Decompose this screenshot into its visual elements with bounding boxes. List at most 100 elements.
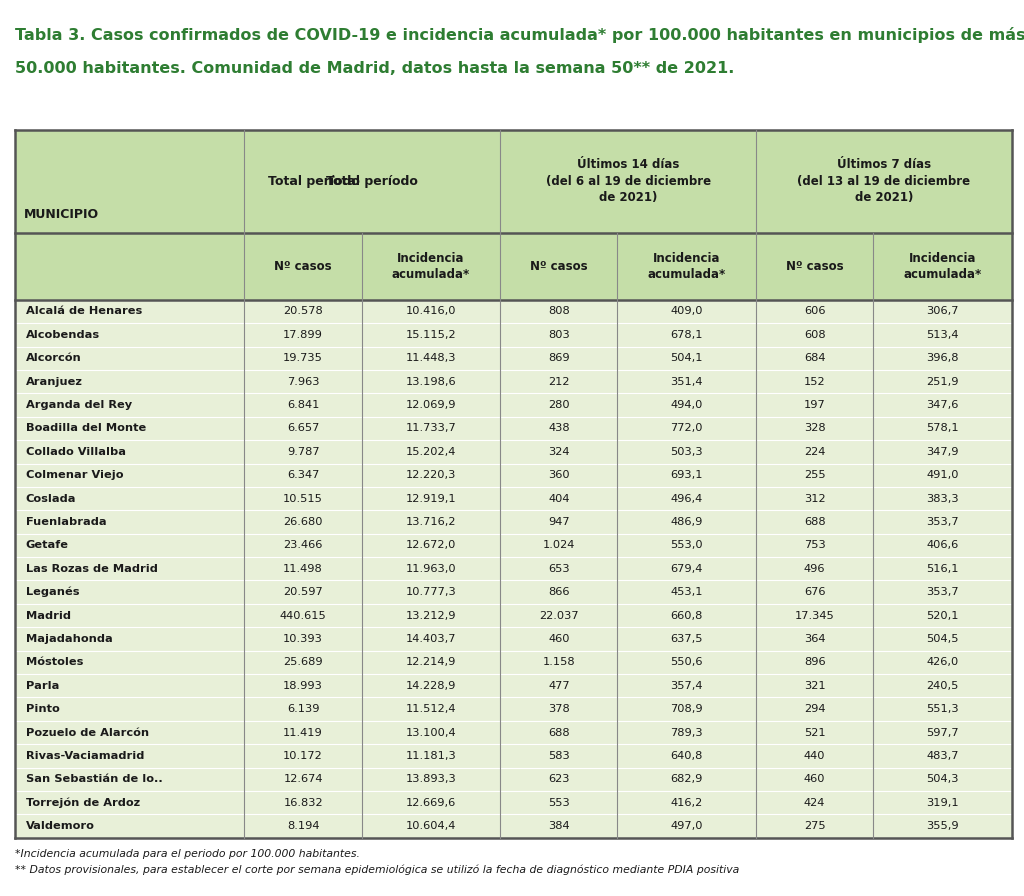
- Text: 152: 152: [804, 376, 825, 387]
- Text: 12.672,0: 12.672,0: [406, 540, 456, 550]
- Text: 553,0: 553,0: [671, 540, 703, 550]
- Text: 355,9: 355,9: [926, 821, 958, 831]
- Text: 688: 688: [548, 728, 569, 737]
- Text: 6.347: 6.347: [287, 470, 319, 480]
- Text: 255: 255: [804, 470, 825, 480]
- Text: 10.777,3: 10.777,3: [406, 587, 457, 597]
- Text: 17.345: 17.345: [795, 610, 835, 621]
- Text: 7.963: 7.963: [287, 376, 319, 387]
- Text: 406,6: 406,6: [927, 540, 958, 550]
- Text: 11.733,7: 11.733,7: [406, 424, 457, 434]
- Text: Incidencia
acumulada*: Incidencia acumulada*: [903, 252, 982, 280]
- Text: *Incidencia acumulada para el periodo por 100.000 habitantes.: *Incidencia acumulada para el periodo po…: [15, 849, 360, 859]
- Text: San Sebastián de lo..: San Sebastián de lo..: [26, 774, 163, 784]
- Text: 426,0: 426,0: [927, 658, 958, 668]
- Text: 16.832: 16.832: [284, 797, 323, 807]
- Text: Valdemoro: Valdemoro: [26, 821, 94, 831]
- Text: Total período: Total período: [268, 175, 359, 188]
- Text: 10.416,0: 10.416,0: [406, 306, 457, 316]
- Text: 684: 684: [804, 353, 825, 363]
- Text: 869: 869: [548, 353, 569, 363]
- Text: Alcobendas: Alcobendas: [26, 330, 99, 340]
- Text: 328: 328: [804, 424, 825, 434]
- Text: 520,1: 520,1: [926, 610, 958, 621]
- Text: 324: 324: [548, 447, 569, 457]
- Text: 10.515: 10.515: [284, 494, 323, 504]
- Text: 306,7: 306,7: [926, 306, 958, 316]
- Text: 578,1: 578,1: [926, 424, 958, 434]
- Text: 623: 623: [548, 774, 569, 784]
- Text: 803: 803: [548, 330, 569, 340]
- Text: 424: 424: [804, 797, 825, 807]
- Text: 483,7: 483,7: [926, 751, 958, 761]
- Text: 13.716,2: 13.716,2: [406, 517, 457, 527]
- Text: 275: 275: [804, 821, 825, 831]
- Text: 15.115,2: 15.115,2: [406, 330, 457, 340]
- Bar: [15, 300, 1012, 838]
- Text: 597,7: 597,7: [926, 728, 958, 737]
- Text: Últimos 7 días
(del 13 al 19 de diciembre
de 2021): Últimos 7 días (del 13 al 19 de diciembr…: [798, 159, 971, 204]
- Text: Getafe: Getafe: [26, 540, 69, 550]
- Text: 460: 460: [548, 634, 569, 644]
- Text: 679,4: 679,4: [671, 564, 702, 573]
- Text: 17.899: 17.899: [284, 330, 323, 340]
- Text: Boadilla del Monte: Boadilla del Monte: [26, 424, 145, 434]
- Text: 789,3: 789,3: [671, 728, 703, 737]
- Text: 347,6: 347,6: [927, 400, 958, 410]
- Text: Incidencia
acumulada*: Incidencia acumulada*: [647, 252, 726, 280]
- Text: Últimos 14 días
(del 6 al 19 de diciembre
de 2021): Últimos 14 días (del 6 al 19 de diciembr…: [546, 159, 711, 204]
- Text: 708,9: 708,9: [671, 704, 703, 714]
- Text: 6.139: 6.139: [287, 704, 319, 714]
- Text: 347,9: 347,9: [926, 447, 958, 457]
- Text: 438: 438: [548, 424, 569, 434]
- Text: Nº casos: Nº casos: [530, 260, 588, 272]
- Text: 608: 608: [804, 330, 825, 340]
- Text: 280: 280: [548, 400, 569, 410]
- Text: 20.597: 20.597: [284, 587, 323, 597]
- Text: Collado Villalba: Collado Villalba: [26, 447, 126, 457]
- Text: Aranjuez: Aranjuez: [26, 376, 83, 387]
- Text: 640,8: 640,8: [671, 751, 702, 761]
- Text: 440.615: 440.615: [280, 610, 327, 621]
- Text: Alcorcón: Alcorcón: [26, 353, 81, 363]
- Text: 353,7: 353,7: [926, 517, 958, 527]
- Text: 319,1: 319,1: [926, 797, 958, 807]
- Text: 50.000 habitantes. Comunidad de Madrid, datos hasta la semana 50** de 2021.: 50.000 habitantes. Comunidad de Madrid, …: [15, 61, 735, 76]
- Text: 10.172: 10.172: [284, 751, 323, 761]
- Text: 383,3: 383,3: [926, 494, 958, 504]
- Text: 224: 224: [804, 447, 825, 457]
- Text: 553: 553: [548, 797, 569, 807]
- Text: Incidencia
acumulada*: Incidencia acumulada*: [392, 252, 470, 280]
- Text: 364: 364: [804, 634, 825, 644]
- Text: 197: 197: [804, 400, 825, 410]
- Text: 460: 460: [804, 774, 825, 784]
- Bar: [15, 130, 1012, 300]
- Text: 504,3: 504,3: [926, 774, 958, 784]
- Text: Majadahonda: Majadahonda: [26, 634, 113, 644]
- Text: 19.735: 19.735: [284, 353, 323, 363]
- Text: 521: 521: [804, 728, 825, 737]
- Text: 11.512,4: 11.512,4: [406, 704, 457, 714]
- Text: 494,0: 494,0: [671, 400, 702, 410]
- Text: Total período: Total período: [327, 175, 418, 188]
- Text: Parla: Parla: [26, 681, 59, 691]
- Text: Pinto: Pinto: [26, 704, 59, 714]
- Text: MUNICIPIO: MUNICIPIO: [24, 209, 98, 221]
- Text: 15.202,4: 15.202,4: [406, 447, 456, 457]
- Text: 11.419: 11.419: [284, 728, 323, 737]
- Text: 6.841: 6.841: [287, 400, 319, 410]
- Text: 18.993: 18.993: [284, 681, 323, 691]
- Text: 497,0: 497,0: [671, 821, 702, 831]
- Text: 551,3: 551,3: [926, 704, 958, 714]
- Text: 12.069,9: 12.069,9: [406, 400, 457, 410]
- Text: 12.674: 12.674: [284, 774, 323, 784]
- Text: Madrid: Madrid: [26, 610, 71, 621]
- Text: 693,1: 693,1: [671, 470, 702, 480]
- Text: 396,8: 396,8: [926, 353, 958, 363]
- Text: 351,4: 351,4: [671, 376, 702, 387]
- Text: 13.893,3: 13.893,3: [406, 774, 457, 784]
- Text: Alcalá de Henares: Alcalá de Henares: [26, 306, 142, 316]
- Text: 660,8: 660,8: [671, 610, 702, 621]
- Text: 404: 404: [548, 494, 569, 504]
- Text: 240,5: 240,5: [927, 681, 958, 691]
